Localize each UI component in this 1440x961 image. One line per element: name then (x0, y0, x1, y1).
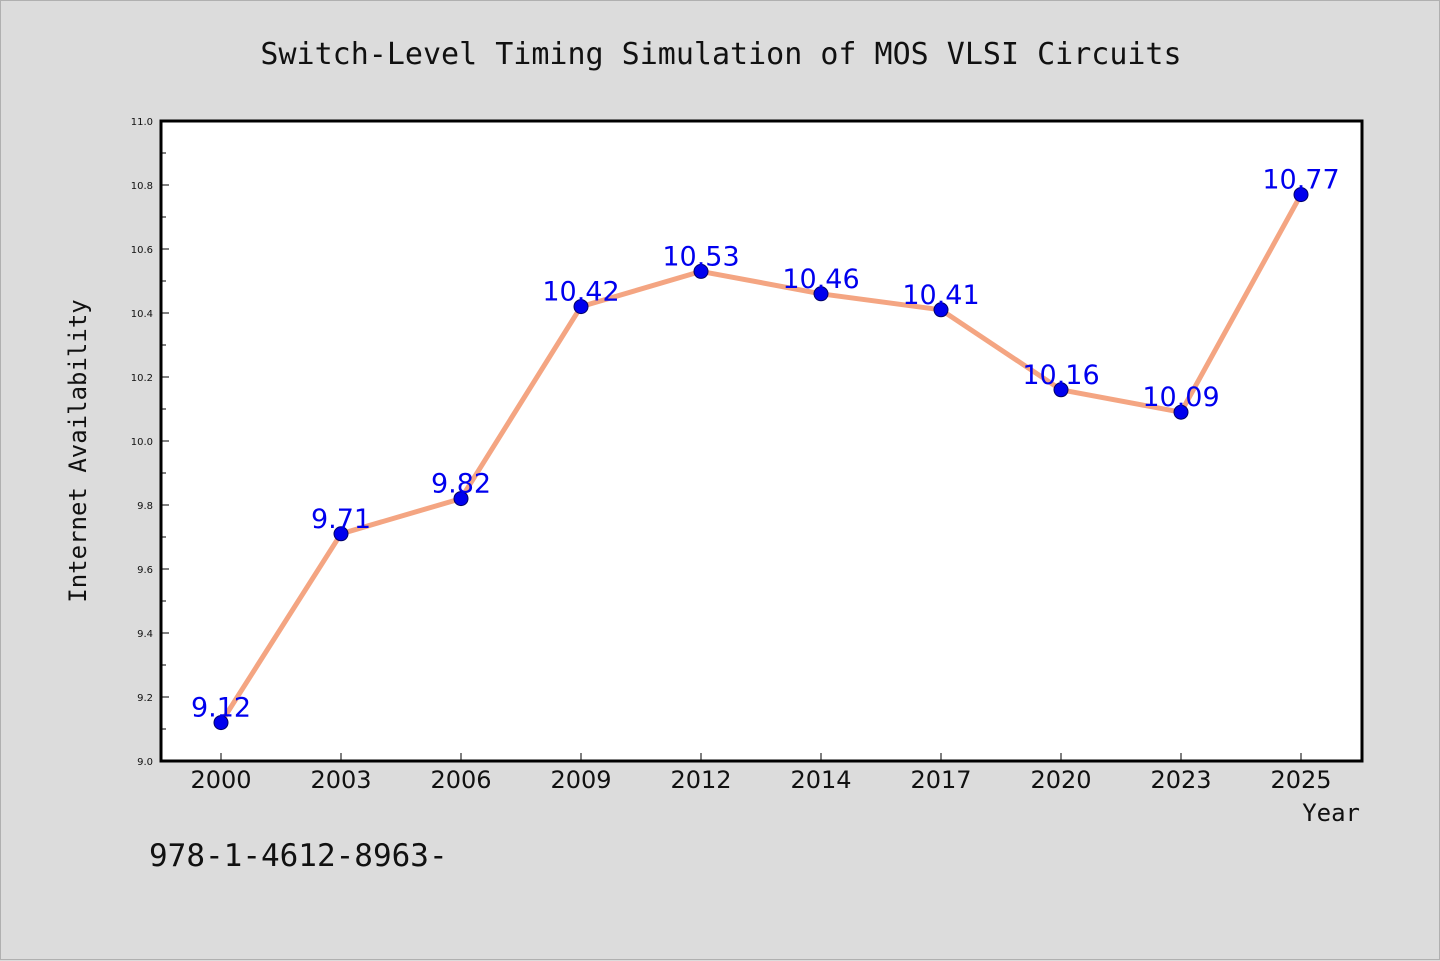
y-tick-label: 11.0 (131, 117, 153, 128)
y-tick-label: 9.4 (137, 629, 153, 640)
data-point-marker (813, 286, 829, 302)
data-point-marker (1053, 382, 1069, 398)
y-tick-label: 9.6 (137, 565, 153, 576)
x-tick-label: 2012 (670, 766, 731, 794)
x-tick-label: 2006 (430, 766, 491, 794)
x-tick-label: 2014 (790, 766, 851, 794)
y-tick-label: 10.6 (131, 245, 153, 256)
data-point-marker (333, 526, 349, 542)
x-tick-label: 2000 (190, 766, 251, 794)
data-point-marker (453, 491, 469, 507)
x-tick-label: 2025 (1270, 766, 1331, 794)
data-point-marker (213, 715, 229, 731)
x-axis-label: Year (1302, 799, 1360, 827)
footer-code: 978-1-4612-8963- (149, 838, 448, 874)
data-label: 9.12 (191, 693, 251, 724)
series-group: 9.12 9.71 9.82 10.42 10.53 10.46 10.41 10.16 10.… (191, 165, 1340, 731)
chart-title: Switch-Level Timing Simulation of MOS VL… (260, 37, 1181, 72)
y-tick-label: 10.8 (131, 181, 153, 192)
x-axis-ticks: 2000 2003 2006 2009 2012 2014 2017 2020 2023 2025 (190, 753, 1332, 794)
y-tick-label: 9.8 (137, 501, 153, 512)
data-label: 10.77 (1262, 165, 1339, 196)
series-line (218, 192, 1304, 726)
data-point-marker (573, 299, 589, 315)
data-label: 10.16 (1022, 360, 1099, 391)
x-tick-label: 2023 (1150, 766, 1211, 794)
plot-area (159, 119, 1364, 763)
y-tick-label: 10.2 (131, 373, 153, 384)
data-label: 9.71 (311, 504, 371, 535)
data-label: 10.41 (902, 280, 979, 311)
x-tick-label: 2009 (550, 766, 611, 794)
data-label: 10.42 (542, 277, 619, 308)
y-tick-label: 9.2 (137, 693, 153, 704)
data-label: 10.09 (1142, 382, 1219, 413)
y-tick-label: 10.4 (131, 309, 153, 320)
y-tick-label: 10.0 (131, 437, 153, 448)
x-tick-label: 2017 (910, 766, 971, 794)
data-point-marker (693, 263, 709, 279)
data-label: 10.53 (662, 241, 739, 272)
x-tick-label: 2020 (1030, 766, 1091, 794)
data-point-marker (933, 302, 949, 318)
y-tick-label: 9.0 (137, 757, 153, 768)
x-tick-label: 2003 (310, 766, 371, 794)
data-label: 9.82 (431, 469, 491, 500)
y-axis-label: Internet Availability (64, 299, 92, 602)
data-point-marker (1293, 187, 1309, 203)
data-label: 10.46 (782, 264, 859, 295)
data-point-marker (1173, 404, 1189, 420)
y-axis-ticks: 9.0 9.2 9.4 9.6 9.8 10.0 10.2 10.4 10.6 10.8 11.0 (131, 117, 169, 768)
